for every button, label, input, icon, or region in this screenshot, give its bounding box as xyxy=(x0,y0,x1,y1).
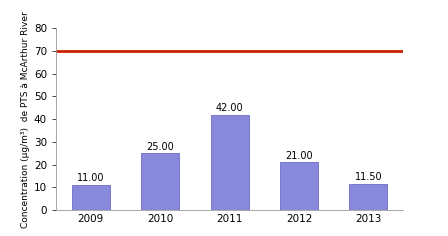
Text: 25.00: 25.00 xyxy=(146,142,174,152)
Text: 21.00: 21.00 xyxy=(285,151,313,161)
Text: 42.00: 42.00 xyxy=(216,103,243,113)
Bar xyxy=(211,115,249,210)
Text: 11.50: 11.50 xyxy=(354,172,382,182)
Bar xyxy=(280,162,318,210)
Bar xyxy=(141,153,179,210)
Text: 11.00: 11.00 xyxy=(77,173,105,183)
Bar xyxy=(349,184,388,210)
Y-axis label: Concentration (μg/m³)  de PTS à McArthur River: Concentration (μg/m³) de PTS à McArthur … xyxy=(21,11,30,228)
Bar xyxy=(72,185,110,210)
